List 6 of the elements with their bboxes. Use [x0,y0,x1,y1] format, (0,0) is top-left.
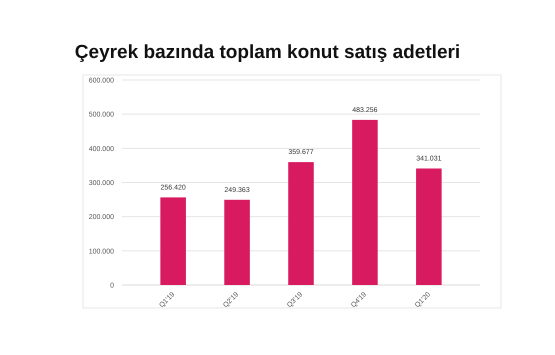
bar [288,162,314,285]
bar [352,120,378,285]
bar [416,168,442,285]
bar [160,197,186,285]
chart-title: Çeyrek bazında toplam konut satış adetleri [74,42,460,63]
bar [224,200,250,285]
